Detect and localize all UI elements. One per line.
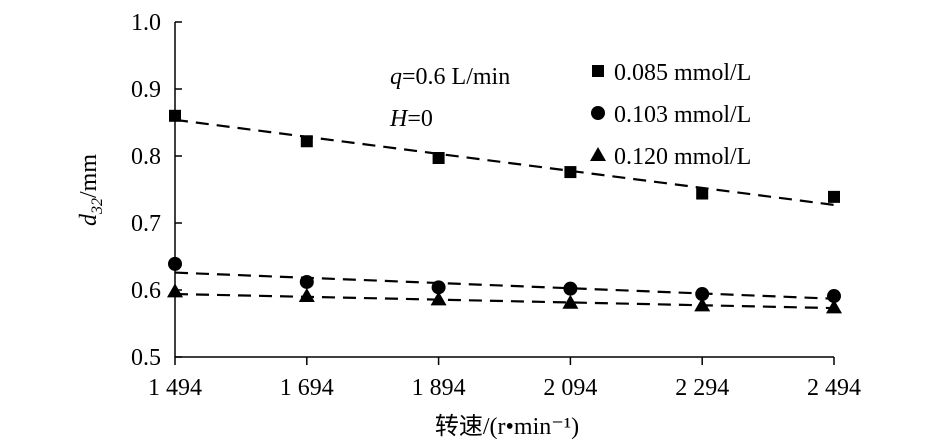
y-tick-label: 0.8 — [131, 144, 161, 170]
data-point-square — [169, 109, 181, 122]
data-point-triangle — [694, 297, 711, 312]
y-tick-label: 0.6 — [131, 278, 161, 304]
annotation-h: H=0 — [389, 106, 433, 132]
x-axis-label: 转速/(r•min⁻¹) — [435, 413, 579, 440]
svg-text:d32/mm: d32/mm — [76, 154, 106, 226]
legend-label: 0.085 mmol/L — [614, 60, 751, 86]
annotation-q: q=0.6 L/min — [390, 64, 510, 90]
y-tick-label: 1.0 — [131, 10, 161, 36]
y-tick-label: 0.5 — [131, 345, 161, 371]
legend-marker-circle — [591, 106, 605, 120]
data-point-square — [696, 187, 709, 200]
annotation-h-variable: H — [389, 106, 409, 132]
annotation-q-value: =0.6 L/min — [402, 64, 510, 90]
x-tick-label: 2 494 — [807, 375, 861, 401]
fit-line-triangle — [174, 292, 835, 310]
y-tick-label: 0.9 — [131, 77, 161, 103]
data-point-triangle — [826, 299, 842, 314]
y-tick-label: 0.7 — [131, 211, 161, 237]
legend-label: 0.120 mmol/L — [614, 144, 751, 170]
data-point-circle — [563, 281, 578, 296]
data-point-circle — [827, 289, 841, 304]
data-point-square — [828, 190, 840, 203]
fit-line-square — [174, 118, 835, 207]
plot-area: 0.5 0.6 0.7 0.8 0.9 1.0 1 494 1 694 1 894 2 094 2 … — [131, 10, 861, 401]
data-point-square — [432, 152, 445, 165]
annotations: q=0.6 L/min H=0 — [389, 64, 510, 132]
y-axis-label-unit: /mm — [76, 154, 102, 198]
y-axis-label: d32/mm — [76, 154, 106, 226]
y-axis-label-base: d — [76, 213, 102, 226]
y-axis-label-subscript: 32 — [89, 198, 106, 215]
fit-line-circle — [174, 271, 835, 300]
data-point-triangle — [167, 283, 183, 298]
data-point-circle — [431, 280, 446, 295]
legend-label: 0.103 mmol/L — [614, 102, 751, 128]
data-point-circle — [299, 274, 314, 289]
x-tick-label: 1 694 — [280, 375, 334, 401]
data-point-triangle — [298, 288, 315, 303]
data-point-circle — [695, 287, 710, 302]
data-point-square — [564, 166, 577, 179]
x-tick-label: 1 494 — [148, 375, 202, 401]
data-point-triangle — [562, 294, 579, 309]
legend: 0.085 mmol/L 0.103 mmol/L 0.120 mmol/L — [590, 60, 751, 170]
x-tick-label: 2 294 — [675, 375, 729, 401]
annotation-q-variable: q — [390, 64, 402, 90]
legend-marker-square — [592, 65, 604, 77]
data-point-circle — [168, 256, 182, 271]
x-tick-label: 2 094 — [543, 375, 597, 401]
x-tick-label: 1 894 — [412, 375, 466, 401]
data-point-square — [300, 135, 313, 148]
legend-marker-triangle — [590, 147, 606, 161]
data-point-triangle — [430, 291, 447, 306]
annotation-h-value: =0 — [407, 106, 433, 132]
